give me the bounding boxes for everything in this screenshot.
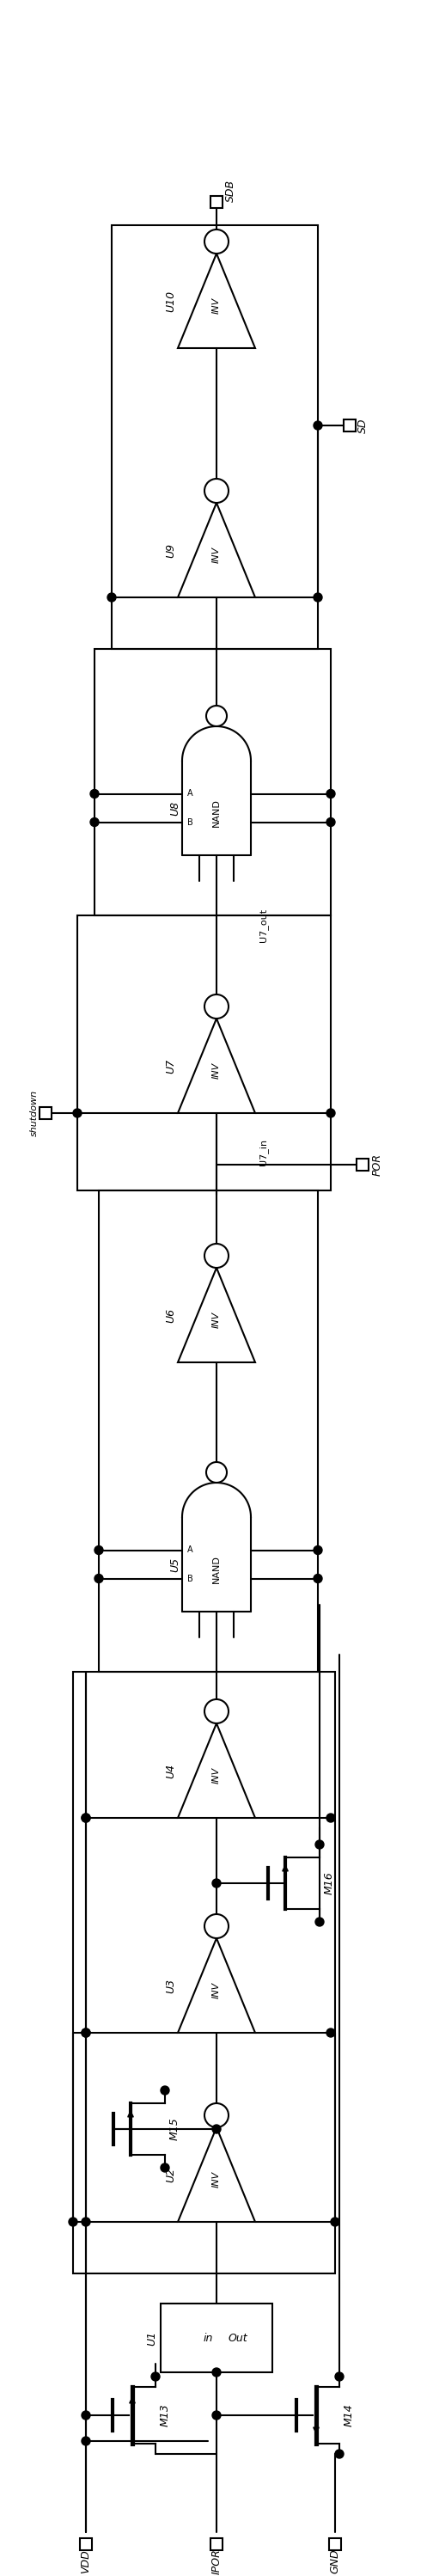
Circle shape	[90, 788, 99, 799]
Text: INV: INV	[212, 296, 221, 314]
Text: U6: U6	[165, 1309, 177, 1321]
Bar	[94, 649, 331, 914]
Text: IPOR: IPOR	[211, 2548, 222, 2573]
Text: INV: INV	[212, 1981, 221, 1999]
Text: A: A	[187, 1546, 193, 1553]
Text: M14: M14	[344, 2403, 355, 2427]
Circle shape	[107, 592, 116, 603]
Bar	[80, 2537, 92, 2550]
Circle shape	[313, 1574, 322, 1582]
Text: INV: INV	[212, 2172, 221, 2187]
Circle shape	[331, 2218, 339, 2226]
Text: POR: POR	[372, 1154, 383, 1175]
Circle shape	[94, 1546, 103, 1553]
Circle shape	[335, 2450, 344, 2458]
Bar	[73, 1672, 335, 2275]
Text: Out: Out	[228, 2331, 248, 2344]
Bar	[210, 196, 223, 209]
Circle shape	[161, 2164, 169, 2172]
Circle shape	[313, 592, 322, 603]
Bar	[344, 420, 355, 433]
Text: M13: M13	[160, 2403, 171, 2427]
Circle shape	[94, 1574, 103, 1582]
Circle shape	[151, 2372, 160, 2380]
Circle shape	[326, 817, 335, 827]
Text: GND: GND	[330, 2550, 341, 2573]
Text: U2: U2	[165, 2166, 177, 2182]
Text: NAND: NAND	[212, 799, 221, 827]
Circle shape	[81, 1814, 90, 1821]
Circle shape	[315, 1839, 324, 1850]
Text: U10: U10	[165, 291, 177, 312]
Circle shape	[81, 1814, 90, 1821]
Text: B: B	[187, 817, 193, 827]
Bar	[329, 2537, 341, 2550]
Text: U5: U5	[170, 1556, 181, 1571]
Circle shape	[81, 2027, 90, 2038]
Text: shutdown: shutdown	[30, 1090, 39, 1136]
Circle shape	[212, 1878, 221, 1888]
Circle shape	[326, 2027, 335, 2038]
Text: SDB: SDB	[225, 180, 236, 201]
Bar	[99, 1190, 318, 1672]
Bar	[210, 2537, 223, 2550]
Text: B: B	[187, 1574, 193, 1582]
Bar	[78, 914, 331, 1190]
Text: U1: U1	[146, 2331, 158, 2344]
Circle shape	[313, 1546, 322, 1553]
Circle shape	[326, 788, 335, 799]
Bar	[161, 2303, 272, 2372]
Circle shape	[90, 817, 99, 827]
Circle shape	[326, 1108, 335, 1118]
Text: M16: M16	[324, 1873, 335, 1896]
Text: A: A	[187, 788, 193, 799]
Circle shape	[335, 2372, 344, 2380]
Text: INV: INV	[212, 1061, 221, 1079]
Circle shape	[73, 1108, 81, 1118]
Text: INV: INV	[212, 546, 221, 564]
Text: U7_in: U7_in	[259, 1139, 268, 1164]
Circle shape	[69, 2218, 78, 2226]
Text: INV: INV	[212, 1767, 221, 1783]
Circle shape	[315, 1917, 324, 1927]
Text: M15: M15	[169, 2117, 181, 2141]
Circle shape	[81, 2027, 90, 2038]
Circle shape	[313, 420, 322, 430]
Text: U7: U7	[165, 1059, 177, 1074]
Circle shape	[81, 2411, 90, 2419]
Bar	[112, 224, 318, 649]
Circle shape	[212, 2411, 221, 2419]
Circle shape	[81, 2437, 90, 2445]
Circle shape	[212, 2367, 221, 2378]
Text: INV: INV	[212, 1311, 221, 1329]
Text: U4: U4	[165, 1762, 177, 1777]
Text: U8: U8	[170, 801, 181, 817]
Text: U9: U9	[165, 544, 177, 556]
Text: in: in	[203, 2331, 213, 2344]
Text: U7_out: U7_out	[259, 907, 268, 943]
Circle shape	[161, 2087, 169, 2094]
Bar	[39, 1108, 52, 1118]
Bar	[356, 1159, 368, 1170]
Text: VDD: VDD	[81, 2550, 91, 2573]
Text: U3: U3	[165, 1978, 177, 1994]
Text: SD: SD	[357, 417, 368, 433]
Text: NAND: NAND	[212, 1556, 221, 1584]
Circle shape	[212, 2125, 221, 2133]
Circle shape	[326, 1814, 335, 1821]
Circle shape	[81, 2218, 90, 2226]
